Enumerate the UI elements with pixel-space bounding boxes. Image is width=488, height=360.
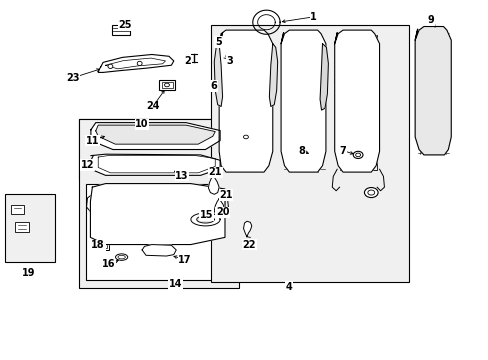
Ellipse shape [108,64,113,68]
Text: 24: 24 [146,102,159,112]
Bar [11,205,24,214]
Text: 25: 25 [118,20,131,30]
Polygon shape [269,44,277,107]
Bar [86,184,230,280]
Polygon shape [96,125,215,144]
Text: 12: 12 [81,160,94,170]
Bar [94,226,222,237]
Text: 19: 19 [22,268,36,278]
Bar [98,243,107,248]
Text: 16: 16 [102,259,116,269]
Polygon shape [91,154,220,175]
Text: 8: 8 [298,145,305,156]
Text: 2: 2 [184,56,191,66]
Circle shape [367,190,374,195]
Bar [15,222,29,232]
Polygon shape [219,30,272,172]
Polygon shape [91,123,220,149]
Text: 17: 17 [178,255,191,265]
Circle shape [364,188,377,198]
Polygon shape [214,44,222,107]
Polygon shape [208,176,219,194]
Bar [339,35,376,170]
Bar [159,80,175,90]
Text: 22: 22 [242,239,256,249]
Polygon shape [414,27,450,155]
Text: 23: 23 [66,73,80,83]
Circle shape [355,153,360,157]
Text: 14: 14 [168,279,182,289]
Text: 1: 1 [310,12,316,22]
Polygon shape [334,30,379,172]
Polygon shape [190,213,220,226]
Polygon shape [243,221,251,237]
Text: 21: 21 [219,190,232,200]
Ellipse shape [118,255,125,259]
Bar [79,119,238,180]
Text: 13: 13 [175,171,188,181]
Circle shape [243,135,248,139]
Polygon shape [320,44,328,110]
Bar [211,25,408,282]
Text: 4: 4 [285,282,292,292]
Bar [161,82,172,88]
Bar [96,242,109,250]
Polygon shape [214,199,224,218]
Polygon shape [196,216,214,223]
Polygon shape [98,54,173,72]
Text: 7: 7 [339,145,346,156]
Text: 21: 21 [208,167,222,177]
Text: 3: 3 [226,56,233,66]
Circle shape [352,151,362,158]
Bar [4,194,55,262]
Ellipse shape [137,61,142,66]
Text: 11: 11 [85,136,99,145]
Ellipse shape [115,254,127,260]
Bar [79,119,238,288]
Text: 5: 5 [214,37,221,47]
Text: 9: 9 [427,15,433,26]
Bar [96,227,221,235]
Polygon shape [142,244,176,256]
Ellipse shape [164,83,169,87]
Bar [103,194,185,223]
Text: 6: 6 [210,81,217,91]
Polygon shape [90,184,224,244]
Text: 10: 10 [135,120,148,129]
Bar [112,25,130,35]
Text: 20: 20 [215,207,229,217]
Polygon shape [281,30,325,172]
Text: 15: 15 [199,210,213,220]
Text: 18: 18 [91,240,105,250]
